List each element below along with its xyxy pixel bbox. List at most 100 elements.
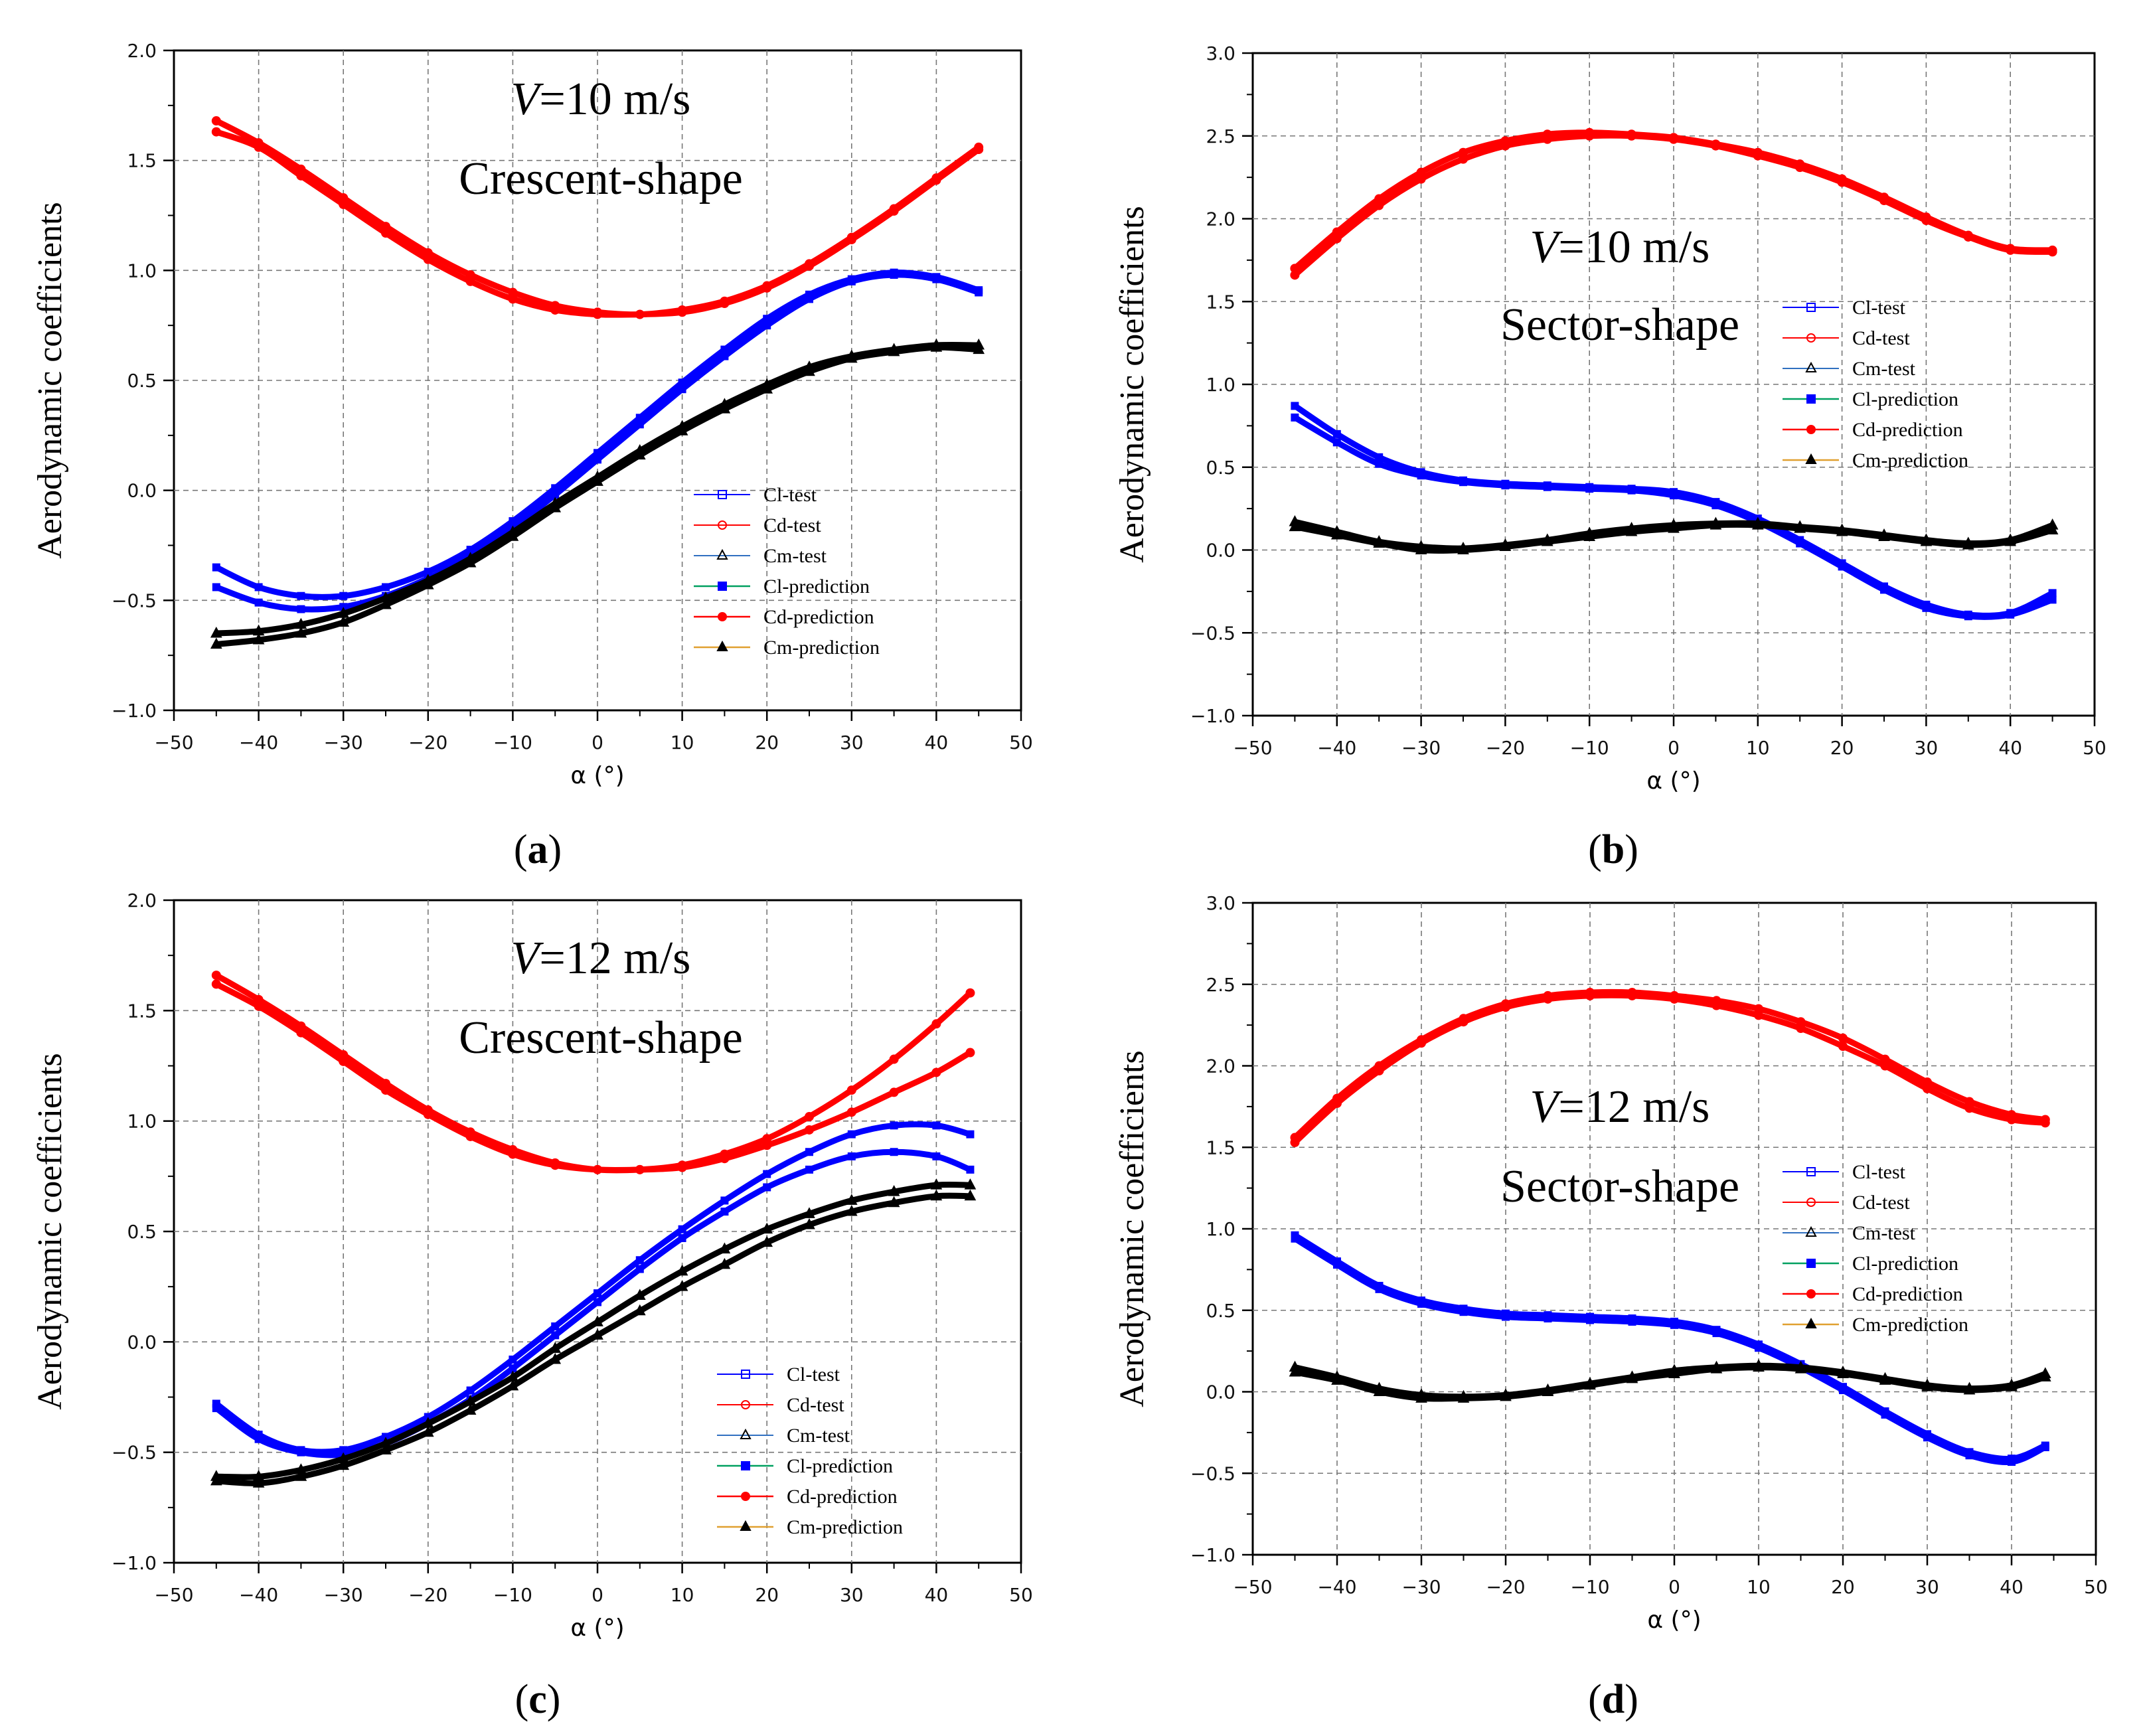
cl-point-down: [1291, 413, 1299, 422]
cm-point-down: [422, 578, 434, 590]
x-tick-label: −40: [1317, 737, 1356, 759]
cm-point-down: [761, 382, 773, 394]
cd-point-down: [1627, 990, 1637, 1000]
legend-marker: [718, 490, 727, 499]
cl-point-down: [890, 1148, 898, 1156]
legend-label: Cd-test: [1852, 327, 1910, 349]
legend-marker: [1805, 453, 1817, 464]
x-tick-label: −50: [154, 732, 193, 753]
cl-point-down: [1839, 1386, 1847, 1395]
x-axis-title: α (°): [1647, 1607, 1701, 1634]
cl-point-down: [1628, 1317, 1636, 1326]
cm-point-down: [1289, 1365, 1301, 1377]
cm-point-down: [1542, 1385, 1554, 1396]
legend-label: Cd-prediction: [1852, 419, 1963, 441]
cd-point-down: [593, 1164, 602, 1174]
y-tick-label: 1.0: [1206, 374, 1235, 396]
cd-point-up: [762, 1134, 772, 1144]
y-tick-label: 1.5: [127, 1000, 157, 1022]
cl-point-up: [678, 378, 686, 387]
cm-point-down: [1373, 1385, 1386, 1396]
y-tick-label: 0.0: [127, 1331, 157, 1353]
x-tick-label: 10: [1747, 1576, 1771, 1598]
panel-label-close: ): [548, 827, 562, 872]
cd-point-down: [2040, 1118, 2050, 1128]
cd-point-down: [1753, 151, 1763, 161]
cl-point-down: [254, 1435, 263, 1443]
cd-point-up: [423, 248, 433, 258]
legend-label: Cl-test: [1852, 297, 1906, 319]
cl-point-down: [1586, 1316, 1594, 1324]
cl-point-down: [1417, 471, 1425, 480]
cd-point-down: [1669, 134, 1678, 144]
cd-point-up: [1416, 167, 1426, 177]
cl-point-down: [847, 1152, 856, 1160]
cd-point-down: [1711, 1000, 1721, 1010]
legend-label: Cl-prediction: [1852, 1253, 1958, 1275]
legend-marker: [740, 1428, 752, 1439]
legend-label: Cd-prediction: [787, 1486, 898, 1508]
cm-point-down: [295, 1470, 307, 1481]
cm-point-down: [718, 402, 731, 414]
cd-point-down: [805, 1125, 814, 1135]
cd-point-up: [1880, 1054, 1890, 1064]
cl-point-down: [1375, 459, 1384, 468]
y-tick-label: −1.0: [112, 1552, 157, 1574]
cm-point-down: [633, 1304, 646, 1316]
x-tick-label: 10: [671, 1584, 694, 1606]
cl-point-up: [890, 1121, 898, 1130]
y-tick-label: −0.5: [112, 1442, 157, 1464]
x-tick-label: −50: [154, 1584, 193, 1606]
cd-point-up: [1374, 194, 1384, 204]
cl-point-down: [1417, 1299, 1425, 1308]
cd-point-down: [423, 254, 433, 264]
cd-point-down: [762, 283, 772, 293]
legend-marker: [1806, 425, 1816, 434]
cd-point-up: [296, 164, 306, 174]
series-group: [210, 971, 977, 1488]
legend-marker: [741, 1461, 750, 1470]
legend-label: Cd-prediction: [763, 606, 874, 628]
cl-point-up: [297, 592, 305, 600]
y-tick-label: −1.0: [1190, 705, 1235, 727]
cl-point-up: [720, 345, 729, 354]
x-tick-label: −50: [1233, 737, 1272, 759]
cd-point-up: [381, 222, 390, 232]
cm-point-down: [464, 1403, 477, 1415]
y-tick-label: 1.0: [1206, 1218, 1235, 1240]
legend-label: Cl-test: [787, 1364, 840, 1385]
cl-point-up: [2048, 589, 2057, 597]
panel-label-letter: d: [1602, 1677, 1625, 1722]
cm-point-down: [1330, 528, 1343, 540]
cm-point-down: [464, 556, 477, 568]
cd-point-down: [339, 1056, 349, 1066]
cd-point-down: [635, 1164, 645, 1174]
cl-point-up: [382, 583, 390, 592]
x-tick-label: −50: [1233, 1576, 1272, 1598]
cl-point-down: [720, 352, 729, 360]
panel-label: (c): [515, 1677, 561, 1722]
cl-point-down: [254, 598, 263, 607]
cd-point-down: [381, 228, 390, 238]
cm-point-down: [1500, 1389, 1512, 1401]
x-tick-label: 0: [1668, 737, 1680, 759]
cd-point-down: [2007, 1115, 2016, 1125]
legend-marker: [716, 548, 728, 560]
legend-marker: [1806, 303, 1816, 312]
cm-point-down: [1962, 538, 1974, 550]
legend-marker: [1806, 1198, 1816, 1207]
cm-point-up: [549, 1342, 562, 1353]
cd-point-down: [720, 1154, 730, 1164]
chart-panel-a: −50 −40 −30 −20 −10 0 10 20 30 40 50 −1.0 −0.5 0.0 0.5…: [31, 40, 1033, 872]
x-tick-label: −20: [408, 732, 447, 753]
cl-point-down: [1585, 485, 1594, 493]
cm-point-up: [592, 1315, 603, 1326]
y-tick-label: 2.5: [1206, 125, 1235, 147]
cd-point-down: [296, 171, 306, 181]
cm-point-down: [2039, 1370, 2051, 1381]
cl-point-down: [635, 420, 644, 429]
cl-point-down: [1502, 1312, 1510, 1321]
x-tick-label: 20: [1830, 737, 1854, 759]
legend-marker: [718, 582, 727, 591]
y-tick-label: 1.0: [127, 260, 157, 281]
